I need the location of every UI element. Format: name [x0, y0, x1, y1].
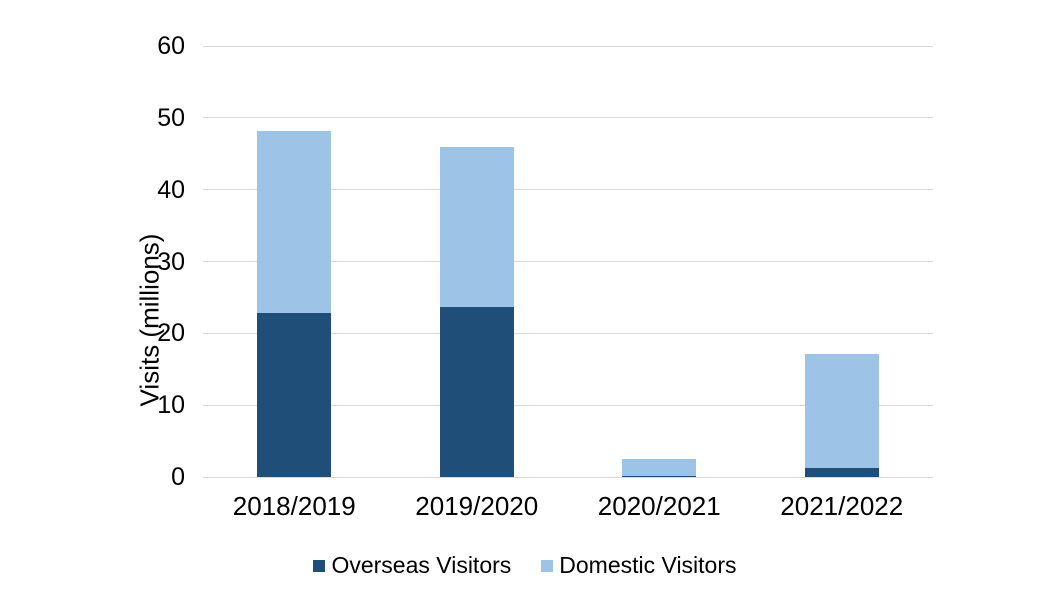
legend-label: Overseas Visitors: [331, 552, 512, 578]
legend-swatch-icon: [541, 559, 554, 572]
gridline-y-30: [203, 261, 933, 262]
x-tick-label: 2019/2020: [415, 491, 539, 521]
bar-segment-2020-2021-overseas: [622, 476, 697, 477]
y-tick-label: 20: [157, 319, 185, 348]
x-tick-label: 2020/2021: [597, 491, 721, 521]
y-tick-label: 0: [171, 463, 185, 491]
legend-item-overseas: Overseas Visitors: [313, 552, 511, 579]
y-tick-label: 60: [157, 32, 185, 60]
legend-swatch-icon: [313, 559, 326, 572]
bar-segment-2018-2019-overseas: [257, 313, 332, 477]
bar-segment-2018-2019-domestic: [257, 130, 332, 314]
gridline-y-40: [203, 189, 933, 191]
legend: Overseas Visitors Domestic Visitors: [0, 552, 1050, 579]
gridline-y-60: [203, 45, 933, 47]
bar-segment-2019-2020-domestic: [439, 146, 514, 308]
bar-segment-2019-2020-overseas: [439, 307, 514, 477]
x-tick-label: 2021/2022: [780, 491, 904, 521]
y-tick-label: 50: [157, 103, 185, 132]
legend-label: Domestic Visitors: [559, 552, 737, 578]
bar-segment-2021-2022-overseas: [804, 467, 879, 477]
gridline-y-50: [203, 117, 933, 119]
legend-item-domestic: Domestic Visitors: [541, 552, 737, 579]
gridline-y-20: [203, 332, 933, 334]
y-tick-label: 40: [157, 175, 185, 204]
y-tick-label: 10: [157, 391, 185, 420]
bar-segment-2020-2021-domestic: [622, 459, 697, 477]
gridline-y-10: [203, 404, 933, 406]
x-tick-label: 2018/2019: [232, 491, 356, 521]
y-tick-label: 30: [157, 247, 185, 276]
bar-segment-2021-2022-domestic: [804, 354, 879, 468]
gridline-y-0: [203, 476, 933, 478]
